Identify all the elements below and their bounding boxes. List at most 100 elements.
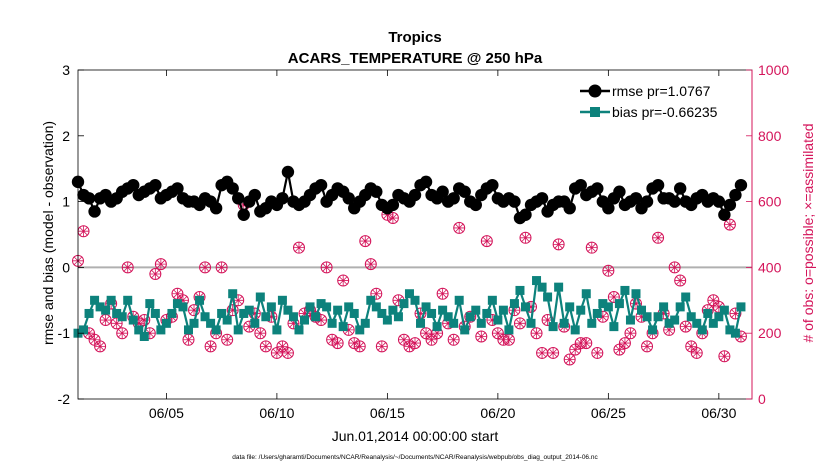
rmse-point	[508, 195, 521, 208]
bias-point	[471, 305, 481, 315]
obs-assimilated-marker	[685, 340, 697, 352]
rmse-series	[71, 165, 748, 225]
bias-point	[360, 318, 370, 328]
obs-assimilated-marker	[718, 350, 730, 362]
bias-point	[432, 322, 442, 332]
rmse-point	[82, 192, 96, 205]
obs-assimilated-marker	[409, 337, 421, 349]
bias-point	[322, 302, 332, 312]
bias-point	[156, 325, 166, 335]
obs-assimilated-marker	[580, 337, 592, 349]
y-right-tick-label: 400	[758, 259, 782, 275]
obs-assimilated-marker	[586, 242, 598, 254]
obs-assimilated-marker	[370, 288, 382, 300]
bias-point	[294, 325, 304, 335]
bias-point	[598, 299, 608, 309]
legend-bias-marker	[590, 107, 600, 117]
obs-assimilated-marker	[111, 317, 123, 329]
obs-assimilated-marker	[116, 327, 128, 339]
y-right-tick-label: 1000	[758, 62, 789, 78]
bias-point	[101, 305, 111, 315]
obs-assimilated-marker	[442, 317, 454, 329]
y-right-tick-label: 0	[758, 391, 766, 407]
obs-assimilated-marker	[392, 294, 404, 306]
obs-assimilated-marker	[365, 258, 377, 270]
bias-point	[675, 302, 685, 312]
y-right-tick-label: 200	[758, 325, 782, 341]
x-tick-label: 06/25	[591, 405, 626, 421]
bias-point	[543, 292, 553, 302]
y-right-tick-label: 600	[758, 194, 782, 210]
bias-point	[659, 302, 669, 312]
obs-assimilated-marker	[553, 238, 565, 250]
rmse-point	[591, 182, 604, 195]
bias-point	[211, 325, 221, 335]
y-tick-label: -1	[58, 325, 71, 341]
obs-assimilated-marker	[238, 199, 250, 211]
obs-assimilated-marker	[547, 347, 559, 359]
chart-title: Tropics	[388, 29, 441, 46]
bias-point	[719, 305, 729, 315]
rmse-point	[613, 185, 626, 198]
rmse-point	[486, 178, 499, 192]
obs-assimilated-marker	[713, 301, 725, 313]
bias-point	[355, 325, 365, 335]
obs-assimilated-marker	[630, 298, 642, 310]
x-tick-label: 06/15	[370, 405, 405, 421]
obs-assimilated-marker	[182, 334, 194, 346]
rmse-point	[276, 192, 289, 205]
bias-point	[167, 308, 177, 318]
bias-point	[587, 318, 597, 328]
bias-point	[84, 308, 94, 318]
rmse-point	[419, 175, 433, 189]
bias-point	[692, 318, 702, 328]
rmse-point	[673, 182, 687, 195]
obs-assimilated-marker	[597, 311, 609, 323]
bias-point	[266, 302, 276, 312]
obs-assimilated-marker	[227, 304, 239, 316]
bias-point	[217, 308, 227, 318]
obs-assimilated-marker	[149, 268, 161, 280]
x-tick-label: 06/20	[480, 405, 515, 421]
bias-point	[327, 318, 337, 328]
legend-box	[573, 77, 743, 125]
rmse-point	[535, 192, 549, 205]
bias-point	[150, 308, 160, 318]
bias-point	[183, 325, 193, 335]
rmse-point	[209, 201, 223, 215]
obs-assimilated-marker	[265, 311, 277, 323]
y-tick-label: 1	[62, 194, 70, 210]
rmse-point	[171, 182, 184, 195]
rmse-point	[563, 201, 576, 215]
bias-point	[449, 318, 459, 328]
bias-point	[399, 299, 409, 309]
bias-point	[664, 318, 674, 328]
obs-assimilated-marker	[155, 258, 167, 270]
obs-assimilated-marker	[188, 304, 200, 316]
obs-assimilated-marker	[729, 307, 741, 319]
legend-rmse-marker	[588, 84, 602, 98]
obs-assimilated-marker	[144, 327, 156, 339]
obs-assimilated-marker	[663, 324, 675, 336]
obs-assimilated-marker	[636, 311, 648, 323]
obs-assimilated-marker	[426, 334, 438, 346]
bias-point	[189, 318, 199, 328]
obs-assimilated-marker	[321, 261, 333, 273]
bias-point	[349, 308, 359, 318]
rmse-point	[602, 201, 615, 215]
bias-point	[570, 325, 580, 335]
bias-point	[255, 292, 265, 302]
bias-point	[283, 305, 293, 315]
obs-assimilated-marker	[348, 337, 360, 349]
bias-point	[509, 299, 519, 309]
bias-point	[178, 302, 188, 312]
obs-assimilated-marker	[326, 334, 338, 346]
obs-assimilated-marker	[503, 334, 515, 346]
bias-point	[526, 318, 536, 328]
obs-assimilated-marker	[133, 317, 145, 329]
bias-point	[371, 302, 381, 312]
bias-point	[725, 325, 735, 335]
bias-point	[404, 289, 414, 299]
obs-assimilated-marker	[492, 327, 504, 339]
obs-assimilated-marker	[254, 327, 266, 339]
